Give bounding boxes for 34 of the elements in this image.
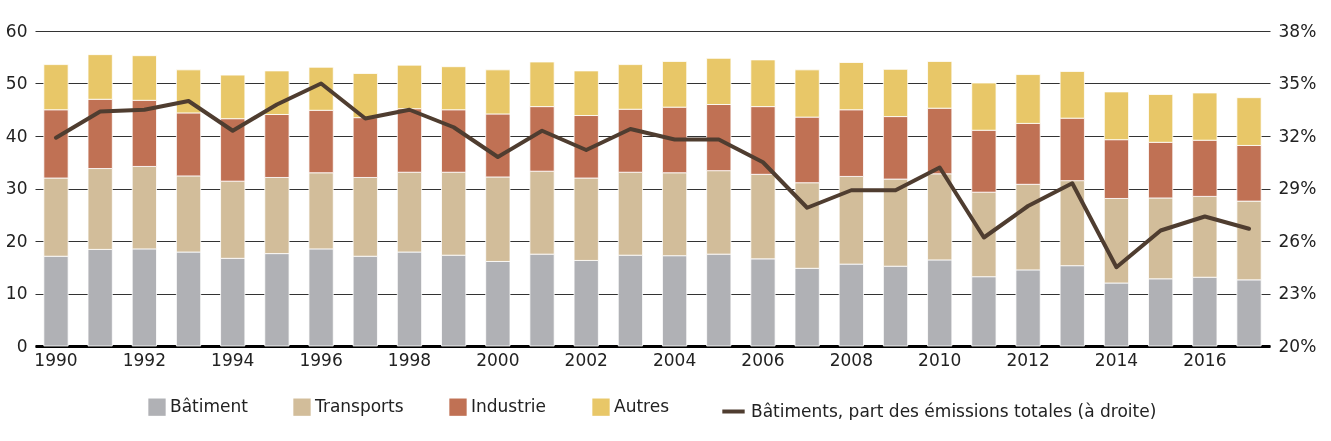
x-tick-label: 2000 <box>476 349 520 370</box>
line-series <box>53 81 1252 270</box>
x-tick-label: 2010 <box>918 349 962 370</box>
x-tick-label: 2002 <box>564 349 608 370</box>
x-tick-label: 2012 <box>1006 349 1050 370</box>
x-tick-label: 1996 <box>299 349 343 370</box>
y-tick-label: 0 <box>16 335 28 356</box>
y-tick-label: 50 <box>5 73 28 93</box>
y2-tick-label: 29% <box>1278 178 1317 198</box>
y2-tick-label: 20% <box>1278 335 1317 356</box>
y-tick-label: 60 <box>5 20 28 41</box>
x-tick-label: 1992 <box>122 349 166 370</box>
y2-tick-label: 23% <box>1278 283 1317 303</box>
legend-label: Industrie <box>471 396 547 417</box>
legend-label: Bâtiments, part des émissions totales (à droite) <box>751 400 1157 421</box>
y2-tick-label: 38% <box>1278 20 1317 41</box>
y-tick-label: 10 <box>5 283 28 303</box>
x-tick-label: 2008 <box>829 349 873 370</box>
x-tick-label: 2016 <box>1183 349 1227 370</box>
x-tick-label: 1998 <box>387 349 432 370</box>
x-tick-label: 1994 <box>211 349 255 370</box>
y-tick-label: 20 <box>5 230 28 251</box>
legend-label: Transports <box>314 396 404 417</box>
y-tick-label: 40 <box>5 125 28 146</box>
legend-label: Bâtiment <box>170 396 249 417</box>
x-tick-label: 2014 <box>1094 349 1139 370</box>
y-tick-label: 30 <box>5 178 28 198</box>
y2-tick-label: 35% <box>1278 73 1317 93</box>
y2-tick-label: 32% <box>1278 125 1317 146</box>
legend-label: Autres <box>614 396 670 417</box>
x-tick-label: 2004 <box>652 349 697 370</box>
x-tick-label: 2006 <box>741 349 785 370</box>
y2-tick-label: 26% <box>1278 230 1317 251</box>
x-tick-label: 1990 <box>34 349 78 370</box>
